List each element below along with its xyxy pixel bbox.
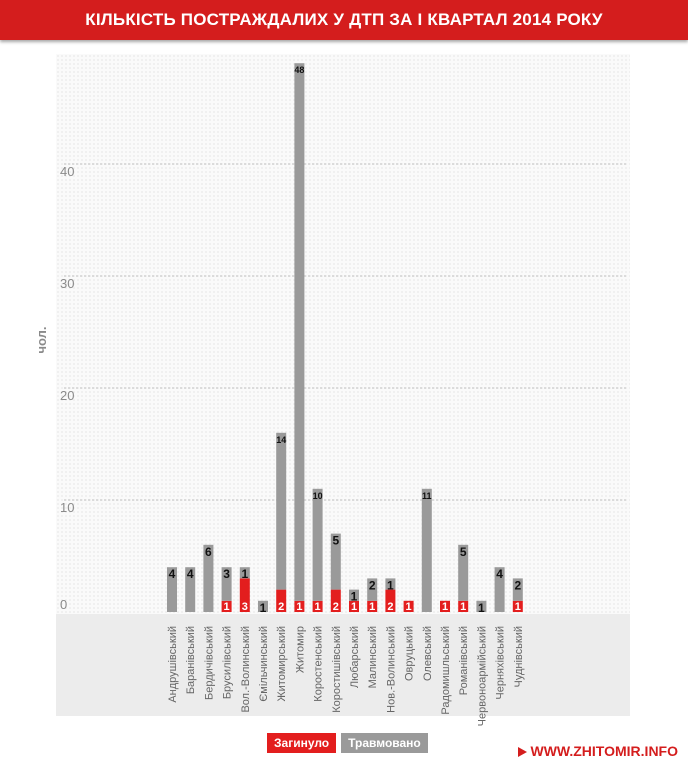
bar-injured: [494, 567, 505, 612]
data-label-injured: 48: [294, 65, 304, 75]
data-label-killed: 1: [442, 601, 448, 613]
category-label: Олевський: [422, 626, 434, 681]
data-label-injured: 2: [514, 578, 521, 592]
category-label: Брусилівський: [222, 626, 234, 699]
plot-area: [56, 54, 630, 614]
category-label: Малинський: [367, 626, 379, 688]
data-label-killed: 1: [460, 601, 466, 613]
bar-killed: [276, 589, 287, 612]
data-label-injured: 4: [187, 567, 194, 581]
data-label-killed: 2: [387, 601, 393, 613]
data-label-injured: 10: [313, 491, 323, 501]
bar-injured: [276, 432, 287, 590]
bar-killed: [367, 600, 378, 612]
bar-killed: [385, 589, 396, 612]
bar-killed: [239, 578, 250, 612]
y-tick-label: 10: [60, 500, 74, 515]
source-label: WWW.ZHITOMIR.INFO: [530, 743, 679, 759]
data-label-injured: 14: [276, 435, 286, 445]
bar-injured: [221, 567, 232, 601]
category-label: Житомирський: [276, 626, 288, 702]
data-label-injured: 1: [351, 590, 358, 604]
data-label-killed: 1: [369, 601, 375, 613]
category-label-band: [56, 614, 630, 716]
bar-injured: [185, 567, 196, 612]
bar-killed: [458, 600, 469, 612]
legend-item-injured: Травмовано: [341, 733, 428, 753]
bar-killed: [294, 600, 305, 612]
bar-injured: [258, 600, 268, 612]
bar-killed: [221, 600, 232, 612]
category-label: Коростишівський: [331, 626, 343, 713]
data-label-injured: 5: [332, 534, 339, 548]
data-label-injured: 1: [241, 567, 248, 581]
source-link[interactable]: WWW.ZHITOMIR.INFO: [517, 743, 679, 759]
bar-injured: [458, 544, 469, 601]
bar-injured: [476, 600, 487, 612]
data-label-injured: 2: [369, 578, 376, 592]
category-label: Радомишльський: [440, 626, 452, 715]
bar-injured: [512, 578, 523, 601]
legend-item-killed: Загинуло: [267, 733, 337, 753]
category-label: Бердичівський: [203, 626, 215, 700]
data-label-killed: 3: [242, 601, 248, 613]
category-label: Чуднівський: [513, 626, 525, 687]
category-label: Житомир: [294, 626, 306, 673]
category-label: Баранівський: [185, 626, 197, 694]
category-label: Романівський: [458, 626, 470, 695]
arrow-icon: [517, 747, 527, 758]
category-label: Ємільчинський: [258, 626, 270, 702]
category-label: Червоноармійський: [476, 626, 488, 726]
bar-injured: [367, 578, 378, 601]
title-bar: КІЛЬКІСТЬ ПОСТРАЖДАЛИХ У ДТП ЗА І КВАРТА…: [0, 0, 688, 40]
bar-killed: [330, 589, 341, 612]
y-axis-label: чол.: [34, 326, 49, 353]
category-label: Нов.-Волинський: [385, 626, 397, 713]
bar-killed: [312, 600, 323, 612]
bar-injured: [312, 488, 323, 601]
bar-injured: [349, 589, 359, 601]
data-label-injured: 1: [260, 601, 267, 615]
bar-killed: [349, 600, 359, 612]
y-tick-label: 40: [60, 164, 74, 179]
data-label-killed: 2: [333, 601, 339, 613]
data-label-killed: 1: [406, 601, 412, 613]
bar-injured: [385, 578, 396, 590]
bar-injured: [239, 567, 250, 579]
category-label: Андрушівський: [167, 626, 179, 703]
data-label-injured: 6: [205, 545, 212, 559]
category-label: Коростенський: [313, 626, 325, 702]
data-label-killed: 1: [315, 601, 321, 613]
data-label-killed: 1: [351, 601, 357, 613]
bar-injured: [203, 544, 214, 612]
bar-injured: [167, 567, 177, 612]
y-tick-label: 20: [60, 388, 74, 403]
data-label-injured: 5: [460, 545, 467, 559]
data-label-killed: 1: [515, 601, 521, 613]
data-label-injured: 4: [169, 567, 176, 581]
legend: Загинуло Травмовано: [267, 733, 428, 753]
y-tick-label: 30: [60, 276, 74, 291]
chart-title: КІЛЬКІСТЬ ПОСТРАЖДАЛИХ У ДТП ЗА І КВАРТА…: [85, 10, 603, 29]
bar-injured: [330, 533, 341, 590]
data-label-injured: 1: [387, 578, 394, 592]
bar-killed: [512, 600, 523, 612]
data-label-killed: 2: [278, 601, 284, 613]
category-label: Любарський: [349, 626, 361, 688]
data-label-injured: 1: [478, 601, 485, 615]
data-label-injured: 4: [496, 567, 503, 581]
bar-injured: [421, 488, 432, 612]
bar-killed: [440, 600, 450, 612]
category-label: Овруцький: [404, 626, 416, 681]
data-label-injured: 3: [223, 567, 230, 581]
category-label: Вол.-Волинський: [240, 626, 252, 713]
y-tick-label: 0: [60, 597, 67, 612]
data-label-killed: 1: [224, 601, 230, 613]
data-label-killed: 1: [296, 601, 302, 613]
category-label: Черняхівський: [495, 626, 507, 700]
data-label-injured: 11: [422, 491, 432, 501]
bar-injured: [294, 63, 305, 601]
bar-killed: [403, 600, 414, 612]
